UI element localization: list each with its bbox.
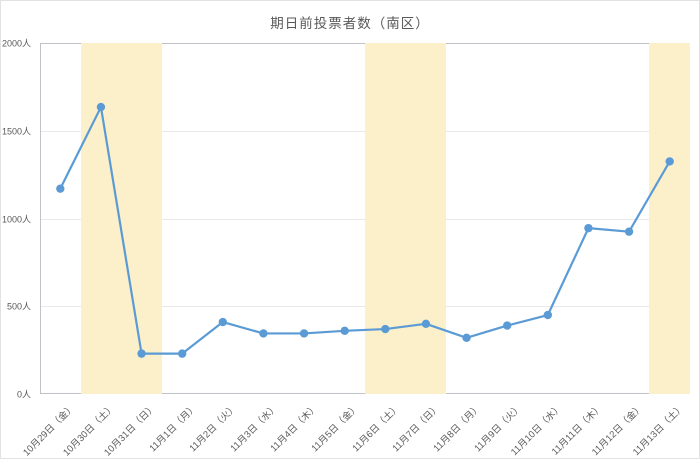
y-axis-tick-label: 1500人 — [1, 126, 31, 137]
weekend-highlight-band — [365, 43, 447, 394]
chart-title: 期日前投票者数（南区） — [270, 16, 430, 31]
y-axis-tick-label: 2000人 — [1, 38, 31, 49]
y-axis-tick-label: 500人 — [6, 301, 31, 312]
y-axis-tick-label: 1000人 — [1, 214, 31, 224]
y-axis-tick-label: 0人 — [16, 389, 31, 400]
weekend-highlight-band — [649, 43, 690, 394]
weekend-highlight-band — [80, 43, 162, 394]
